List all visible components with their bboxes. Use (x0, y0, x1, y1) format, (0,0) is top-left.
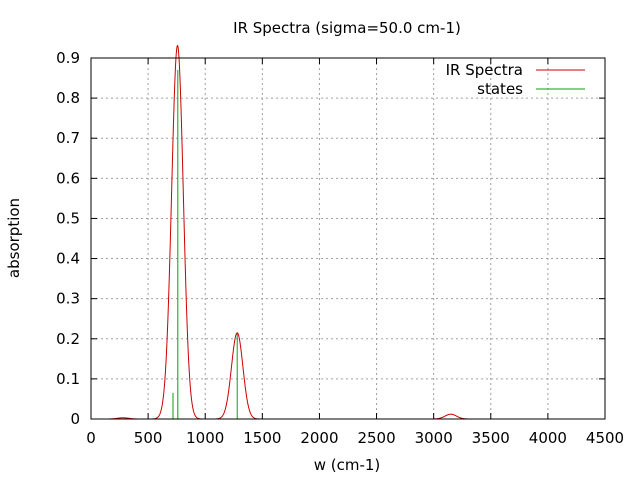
x-tick-label: 1000 (186, 429, 224, 447)
plot-frame (90, 57, 606, 420)
series-group (91, 44, 605, 420)
x-tick-label: 4500 (586, 429, 624, 447)
x-tick-label: 2500 (357, 429, 395, 447)
y-tick-label: 0 (70, 410, 80, 428)
legend-label: IR Spectra (446, 61, 523, 79)
x-axis-ticks: 0 500 1000 1500 2000 2500 3000 3500 4000 4500 (86, 58, 624, 447)
y-tick-label: 0.3 (56, 290, 80, 308)
x-tick-label: 1500 (243, 429, 281, 447)
chart-title: IR Spectra (sigma=50.0 cm-1) (233, 19, 461, 37)
x-tick-label: 4000 (529, 429, 567, 447)
x-axis-label: w (cm-1) (314, 456, 381, 474)
y-tick-label: 0.1 (56, 370, 80, 388)
legend-label: states (477, 80, 523, 98)
y-tick-label: 0.9 (56, 49, 80, 67)
y-tick-label: 0.6 (56, 169, 80, 187)
x-tick-label: 500 (134, 429, 163, 447)
y-tick-label: 0.7 (56, 129, 80, 147)
y-tick-label: 0.2 (56, 330, 80, 348)
ir-spectra-line (91, 44, 605, 420)
y-axis-ticks: 0 0.1 0.2 0.3 0.4 0.5 0.6 0.7 0.8 0.9 (56, 49, 605, 428)
y-tick-label: 0.5 (56, 209, 80, 227)
x-tick-label: 3500 (472, 429, 510, 447)
y-axis-label: absorption (5, 198, 23, 278)
x-tick-label: 2000 (300, 429, 338, 447)
x-tick-label: 3000 (415, 429, 453, 447)
grid-lines (91, 58, 605, 419)
x-tick-label: 0 (86, 429, 96, 447)
y-tick-label: 0.8 (56, 89, 80, 107)
y-tick-label: 0.4 (56, 250, 80, 268)
